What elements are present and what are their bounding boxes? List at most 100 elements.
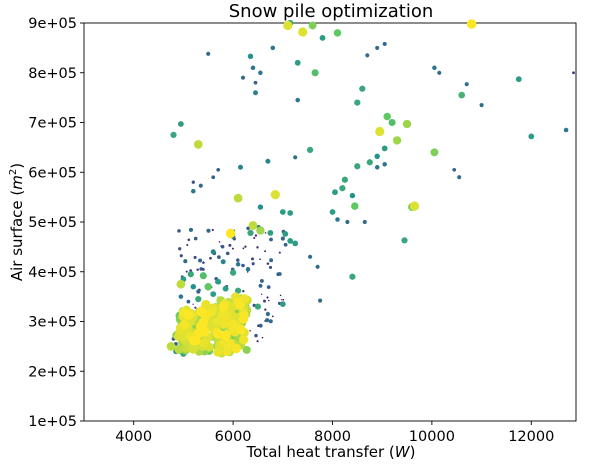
data-point — [282, 230, 289, 237]
data-point — [563, 127, 569, 133]
data-point — [409, 201, 420, 211]
data-point — [265, 318, 270, 323]
data-point — [359, 85, 366, 92]
data-point — [466, 19, 477, 29]
plot-frame — [83, 22, 577, 422]
data-point — [283, 20, 293, 31]
data-point — [249, 330, 251, 332]
data-point — [349, 273, 356, 280]
data-point — [231, 247, 234, 250]
data-point — [256, 246, 259, 249]
data-point — [388, 118, 396, 127]
data-point — [193, 329, 204, 339]
data-point — [228, 243, 232, 247]
y-tick-label: 8e+05 — [28, 66, 77, 82]
data-point — [193, 236, 198, 241]
data-point — [222, 311, 232, 322]
data-point — [231, 343, 242, 354]
data-point — [196, 289, 201, 294]
data-point — [269, 258, 274, 263]
data-point — [383, 112, 391, 121]
data-point — [199, 338, 209, 348]
data-point — [217, 255, 221, 259]
data-point — [190, 284, 196, 290]
x-tick-label: 6000 — [215, 429, 252, 445]
y-tick-label: 9e+05 — [28, 16, 77, 32]
data-point — [240, 75, 246, 80]
data-point — [292, 240, 299, 247]
data-point — [254, 234, 258, 237]
data-point — [176, 279, 186, 289]
data-point — [319, 34, 326, 41]
data-point — [264, 232, 267, 234]
chart-title: Snow pile optimization — [229, 1, 434, 22]
data-point — [178, 247, 182, 251]
data-point — [238, 314, 249, 324]
data-point — [196, 268, 199, 271]
data-point — [256, 226, 265, 235]
data-point — [311, 69, 319, 77]
data-point — [229, 269, 237, 276]
data-point — [271, 315, 274, 318]
data-point — [179, 319, 190, 330]
data-point — [196, 306, 206, 317]
data-point — [332, 189, 338, 196]
data-point — [196, 321, 206, 332]
data-point — [193, 140, 203, 149]
data-point — [210, 249, 216, 255]
data-point — [402, 119, 412, 129]
data-point — [279, 294, 282, 297]
data-point — [233, 193, 243, 203]
data-point — [287, 237, 294, 244]
data-point — [258, 323, 263, 328]
data-point — [294, 59, 301, 66]
data-points — [166, 19, 575, 358]
data-point — [266, 262, 270, 265]
data-point — [267, 229, 274, 236]
data-point — [195, 295, 202, 303]
data-point — [211, 175, 216, 180]
data-point — [293, 155, 298, 160]
data-point — [236, 258, 240, 262]
data-point — [241, 263, 245, 268]
data-point — [199, 267, 203, 271]
data-point — [185, 270, 188, 273]
data-point — [432, 65, 437, 71]
data-point — [381, 145, 388, 152]
y-tick-label: 4e+05 — [28, 265, 77, 281]
data-point — [235, 262, 241, 267]
data-point — [457, 175, 462, 180]
data-point — [187, 271, 194, 278]
data-point — [269, 237, 273, 242]
data-point — [224, 338, 235, 348]
data-point — [245, 267, 251, 272]
data-point — [266, 285, 271, 289]
data-point — [306, 146, 314, 154]
y-axis-ticks: 1e+05 2e+05 3e+05 4e+05 5e+05 6e+05 7e+05 8e+05… — [28, 16, 84, 430]
data-point — [375, 126, 385, 137]
data-point — [268, 265, 273, 269]
data-point — [250, 257, 255, 261]
data-point — [266, 296, 269, 299]
data-point — [308, 21, 317, 30]
data-point — [254, 303, 262, 310]
data-point — [308, 254, 313, 259]
data-point — [366, 159, 373, 166]
data-point — [188, 344, 198, 354]
data-point — [458, 91, 466, 99]
data-point — [264, 250, 267, 253]
data-point — [258, 70, 263, 76]
data-point — [204, 282, 212, 291]
data-point — [375, 45, 380, 50]
data-point — [257, 204, 264, 210]
data-point — [264, 308, 267, 311]
data-point — [198, 258, 203, 263]
data-point — [335, 217, 340, 222]
data-point — [282, 298, 285, 301]
data-point — [479, 103, 484, 108]
data-point — [339, 185, 346, 192]
data-point — [188, 227, 194, 232]
data-point — [270, 45, 276, 51]
x-tick-label: 4000 — [115, 429, 152, 445]
data-point — [452, 167, 457, 172]
